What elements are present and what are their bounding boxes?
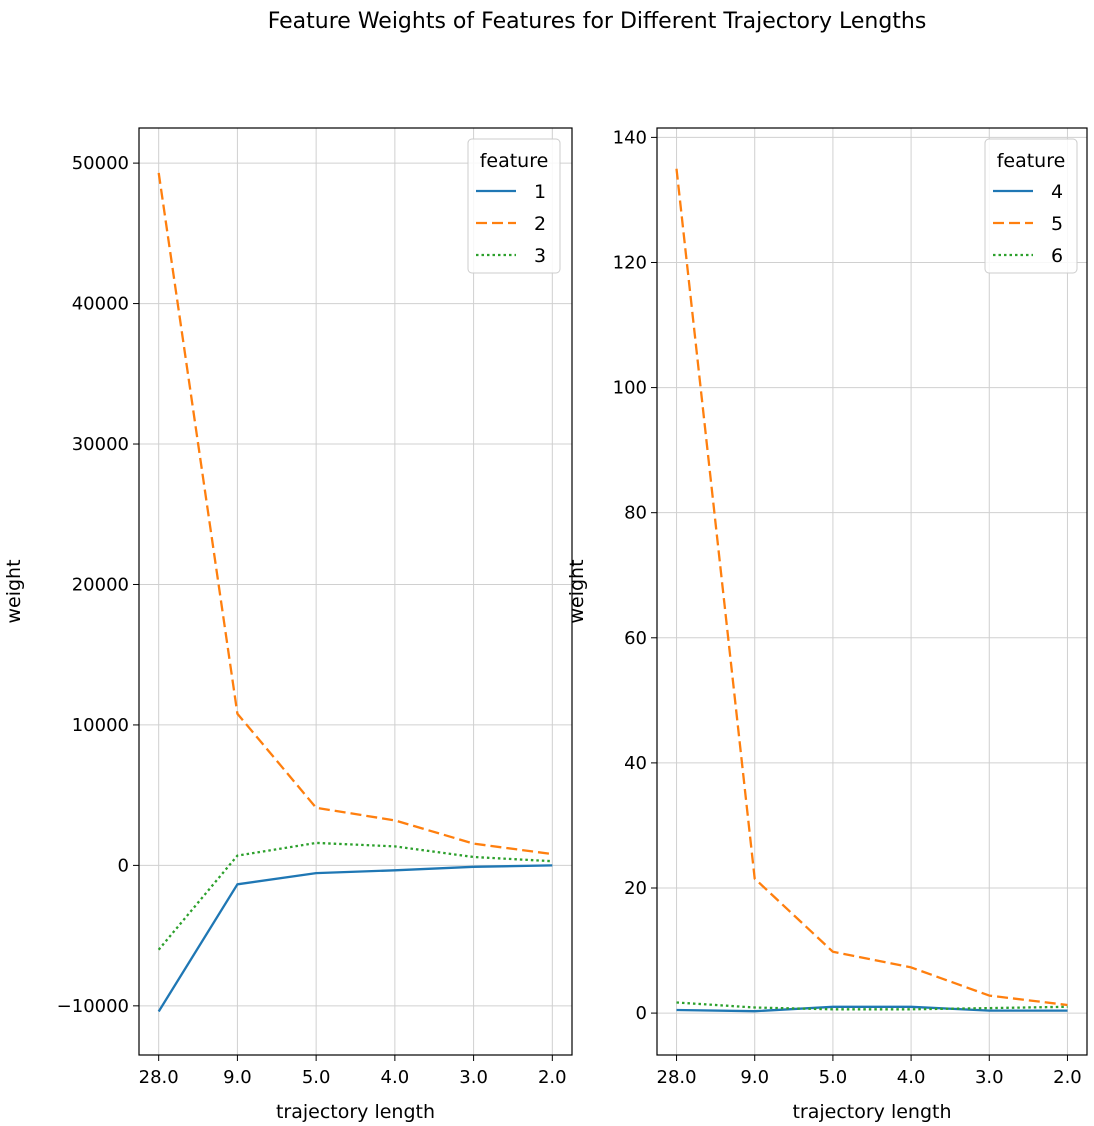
x-tick-label: 28.0 <box>139 1067 179 1088</box>
subplot-right: 28.0 9.0 5.0 4.0 3.0 2.0 0 20 40 60 80 100 120 140 tra… <box>566 127 1088 1123</box>
axes-frame <box>138 127 573 1056</box>
x-tick-label: 9.0 <box>740 1067 769 1088</box>
legend-label-2: 2 <box>534 213 546 235</box>
x-axis-label: trajectory length <box>276 1101 435 1123</box>
y-tick-label: 120 <box>613 252 647 273</box>
y-tick-label: 0 <box>636 1003 647 1024</box>
legend-label-4: 4 <box>1051 181 1063 203</box>
y-tick-label: 10000 <box>72 715 129 736</box>
axes-frame <box>656 127 1088 1056</box>
legend-label-6: 6 <box>1051 245 1063 267</box>
y-tick-label: −10000 <box>57 996 129 1017</box>
y-tick-label: 60 <box>624 628 647 649</box>
y-axis-label: weight <box>566 559 588 623</box>
subplot-left: 28.0 9.0 5.0 4.0 3.0 2.0 −10000 0 10000 20000 3000… <box>3 127 573 1123</box>
y-tick-label: 40000 <box>72 294 129 315</box>
legend-box <box>467 138 561 274</box>
series-line-3 <box>157 841 553 951</box>
x-axis-label: trajectory length <box>792 1101 951 1123</box>
series-line-6 <box>676 1001 1068 1011</box>
legend-title: feature <box>997 150 1066 172</box>
y-tick-label: 30000 <box>72 434 129 455</box>
legend-label-5: 5 <box>1051 213 1063 235</box>
x-tick-label: 4.0 <box>897 1067 926 1088</box>
y-tick-label: 100 <box>613 378 647 399</box>
x-tick-label: 28.0 <box>657 1067 697 1088</box>
x-tick-label: 4.0 <box>381 1067 410 1088</box>
legend-label-3: 3 <box>534 245 546 267</box>
x-tick-label: 2.0 <box>1053 1067 1082 1088</box>
series-line-2 <box>157 172 553 856</box>
x-tick-label: 5.0 <box>302 1067 331 1088</box>
x-tick-label: 9.0 <box>223 1067 252 1088</box>
x-tick-label: 3.0 <box>459 1067 488 1088</box>
x-tick-label: 3.0 <box>975 1067 1004 1088</box>
legend-box <box>984 138 1078 274</box>
y-tick-label: 80 <box>624 503 647 524</box>
y-tick-label: 20 <box>624 878 647 899</box>
series-line-4 <box>676 1005 1068 1013</box>
y-tick-label: 50000 <box>72 153 129 174</box>
figure-title: Feature Weights of Features for Differen… <box>268 9 927 34</box>
y-axis-label: weight <box>3 559 25 623</box>
x-tick-label: 2.0 <box>538 1067 567 1088</box>
legend: feature 1 2 3 <box>467 138 561 274</box>
y-tick-label: 0 <box>118 855 129 876</box>
y-tick-label: 20000 <box>72 574 129 595</box>
legend: feature 4 5 6 <box>984 138 1078 274</box>
y-tick-label: 140 <box>613 127 647 148</box>
legend-label-1: 1 <box>534 181 546 203</box>
series-line-1 <box>157 864 553 1013</box>
x-tick-label: 5.0 <box>819 1067 848 1088</box>
series-line-5 <box>675 168 1068 1007</box>
y-tick-label: 40 <box>624 753 647 774</box>
legend-title: feature <box>480 150 549 172</box>
